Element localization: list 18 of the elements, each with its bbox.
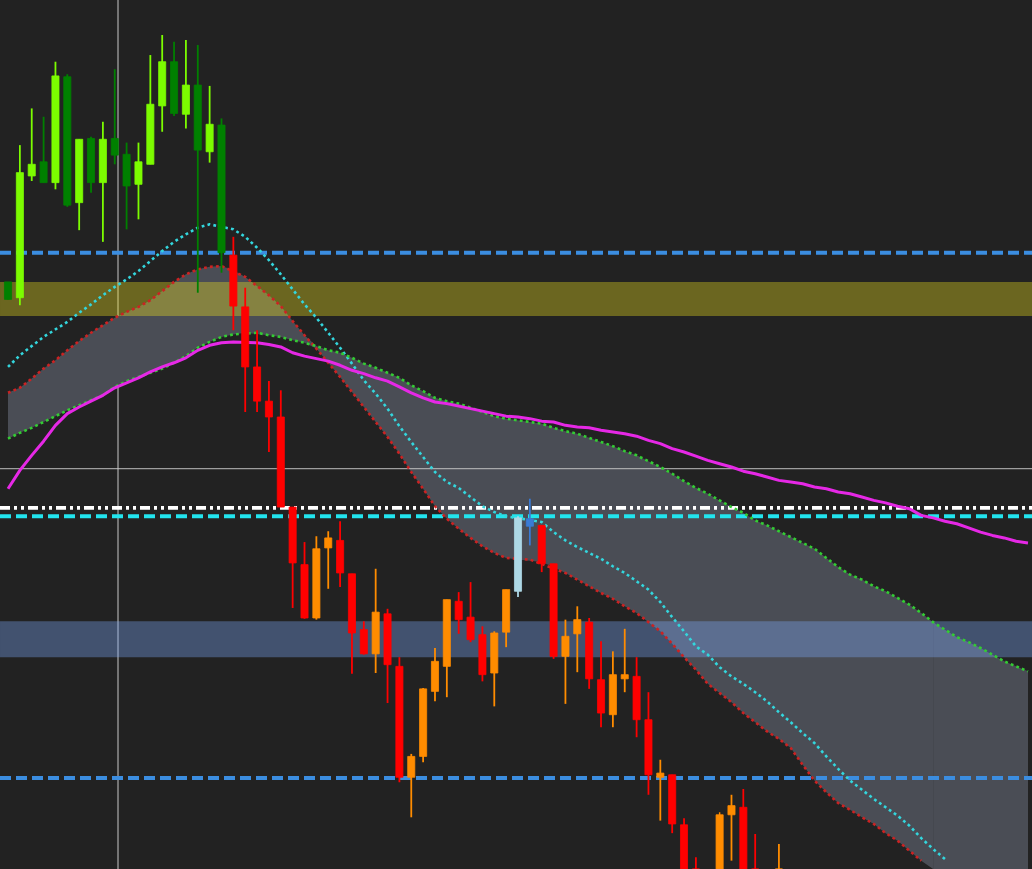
candlestick bbox=[727, 793, 736, 862]
candlestick bbox=[27, 107, 36, 182]
candlestick bbox=[39, 115, 48, 184]
candlestick bbox=[561, 618, 570, 705]
candlestick bbox=[751, 833, 760, 869]
candlestick bbox=[264, 380, 273, 453]
candlestick bbox=[454, 591, 463, 635]
candlestick bbox=[774, 843, 783, 869]
candlestick bbox=[656, 758, 665, 822]
candlestick bbox=[110, 68, 119, 166]
candlestick bbox=[407, 753, 416, 819]
candlestick bbox=[691, 856, 700, 869]
candlestick bbox=[134, 141, 143, 221]
candlestick bbox=[466, 581, 475, 644]
candlestick bbox=[620, 627, 629, 694]
candlestick bbox=[573, 605, 582, 674]
candlestick bbox=[324, 530, 333, 590]
candlestick bbox=[525, 497, 534, 547]
